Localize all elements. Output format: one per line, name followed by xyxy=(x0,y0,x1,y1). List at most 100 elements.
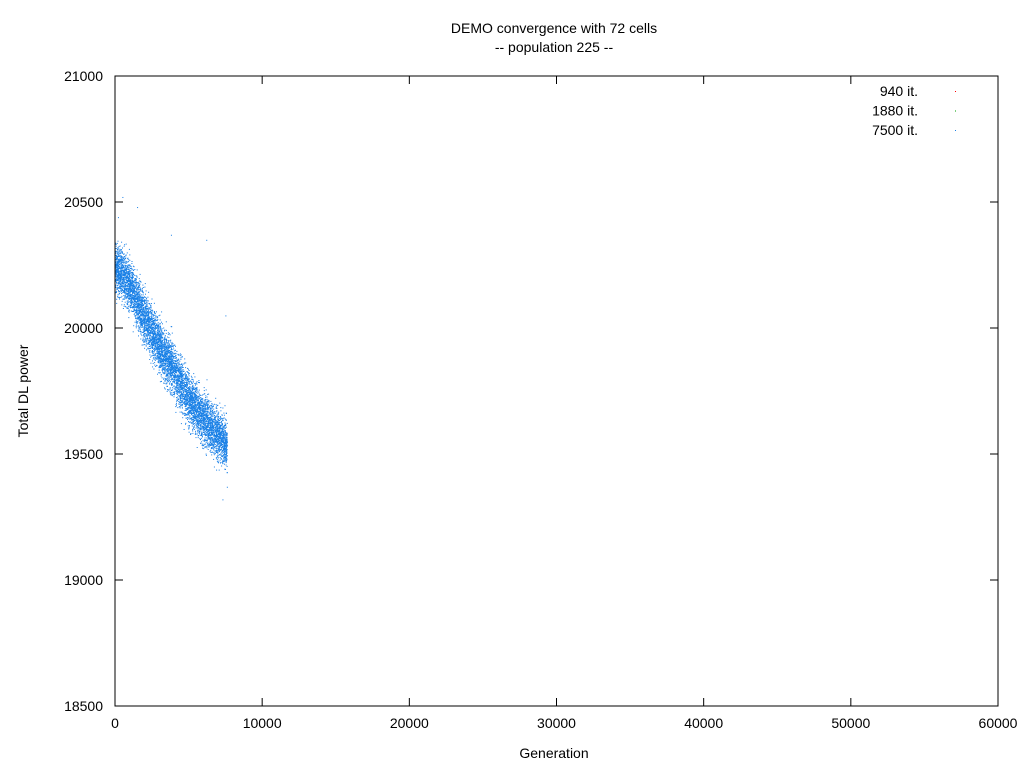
data-point xyxy=(145,330,147,331)
data-point xyxy=(137,299,139,301)
data-point xyxy=(178,398,180,400)
data-point xyxy=(202,410,203,412)
data-point xyxy=(167,354,168,356)
data-point xyxy=(192,400,193,402)
data-point xyxy=(159,322,161,324)
data-point xyxy=(183,389,185,391)
data-point xyxy=(153,302,155,304)
data-point xyxy=(135,321,137,323)
data-point xyxy=(182,378,184,379)
data-point xyxy=(172,351,174,353)
data-point xyxy=(134,269,136,270)
data-point xyxy=(182,372,183,374)
data-point xyxy=(145,305,147,307)
data-point xyxy=(177,377,179,379)
data-point xyxy=(160,352,162,354)
data-point xyxy=(162,366,164,368)
data-point xyxy=(151,346,153,348)
data-point xyxy=(185,375,187,377)
data-point xyxy=(175,370,177,372)
data-point xyxy=(152,310,154,312)
data-point xyxy=(172,391,174,393)
data-point xyxy=(140,280,141,282)
data-point xyxy=(195,418,197,420)
data-point xyxy=(133,281,135,283)
data-point xyxy=(135,290,137,292)
data-point xyxy=(138,312,140,314)
data-point xyxy=(137,293,139,295)
data-point xyxy=(147,321,149,323)
data-point xyxy=(123,253,125,255)
data-point xyxy=(168,378,170,380)
data-point xyxy=(161,349,163,351)
data-point xyxy=(192,387,194,389)
data-point xyxy=(162,369,164,371)
data-point xyxy=(203,410,205,411)
data-point xyxy=(198,425,200,427)
data-point xyxy=(160,336,162,338)
data-point xyxy=(158,372,160,374)
data-point xyxy=(134,299,136,301)
data-point xyxy=(150,303,152,304)
data-point xyxy=(186,390,188,392)
data-point xyxy=(137,294,139,296)
data-point xyxy=(173,350,175,352)
data-point xyxy=(126,289,128,291)
data-point xyxy=(179,372,181,374)
data-point xyxy=(201,435,203,437)
data-point xyxy=(176,360,178,362)
data-point xyxy=(137,287,139,289)
data-point xyxy=(219,421,220,423)
data-point xyxy=(166,353,168,355)
data-point xyxy=(127,295,128,297)
data-point xyxy=(180,371,182,373)
data-point xyxy=(164,365,166,367)
data-point xyxy=(139,312,141,314)
data-point xyxy=(144,325,146,327)
data-point xyxy=(189,400,191,402)
data-point xyxy=(201,433,203,435)
data-point xyxy=(162,334,164,336)
data-point xyxy=(209,411,211,413)
data-point xyxy=(194,402,196,404)
data-point xyxy=(124,281,126,283)
data-point xyxy=(213,439,215,441)
data-point xyxy=(133,290,135,291)
data-point xyxy=(124,286,126,288)
data-point xyxy=(122,261,124,263)
data-point xyxy=(120,262,122,264)
data-point xyxy=(225,419,227,421)
data-point xyxy=(177,407,179,409)
data-point xyxy=(146,298,148,300)
data-point xyxy=(206,239,208,241)
data-point xyxy=(188,431,190,433)
data-point xyxy=(164,330,165,332)
data-point xyxy=(144,286,146,288)
data-point xyxy=(119,288,121,289)
data-point xyxy=(209,410,211,412)
data-point xyxy=(168,367,170,369)
data-point xyxy=(181,363,183,365)
data-point xyxy=(170,339,172,341)
data-point xyxy=(182,379,183,381)
data-point xyxy=(155,340,157,342)
data-point xyxy=(209,421,211,423)
data-point xyxy=(177,386,179,388)
data-point xyxy=(219,445,221,447)
data-point xyxy=(115,245,117,247)
data-point xyxy=(223,437,225,439)
data-point xyxy=(212,420,214,422)
data-point xyxy=(152,355,154,357)
data-point xyxy=(168,346,170,348)
data-point xyxy=(122,280,124,282)
data-point xyxy=(165,352,166,354)
data-point xyxy=(124,285,126,287)
data-point xyxy=(120,276,122,278)
data-point xyxy=(177,398,179,400)
data-point xyxy=(156,324,157,326)
data-point xyxy=(171,358,173,360)
data-point xyxy=(116,279,118,281)
data-point xyxy=(219,418,221,419)
data-point xyxy=(115,253,117,255)
data-point xyxy=(177,383,179,385)
